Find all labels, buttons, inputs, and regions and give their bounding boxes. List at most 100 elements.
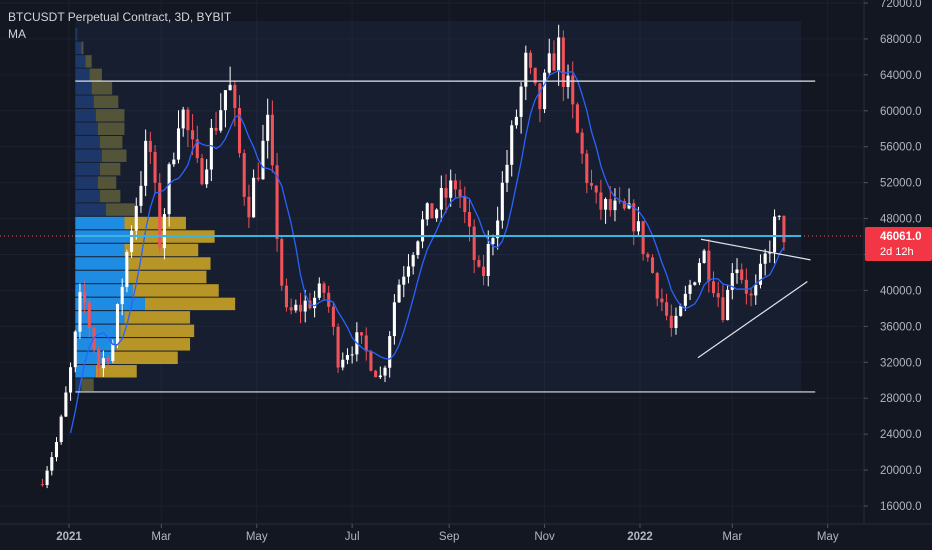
y-tick-label: 60000.0	[880, 106, 922, 118]
candle-body	[303, 300, 307, 312]
last-price-label-bg	[865, 226, 932, 261]
candle-body	[270, 114, 274, 166]
candle-body	[430, 203, 434, 219]
candle-body	[247, 196, 251, 218]
volume-profile-bar-up	[75, 243, 125, 257]
volume-profile-bar-up	[75, 55, 86, 68]
trendline-annotations[interactable]	[75, 80, 816, 393]
candle-body	[392, 302, 396, 337]
candle-body	[186, 109, 190, 131]
volume-profile-bar-up	[75, 95, 94, 109]
time-axis[interactable]: 2021 Mar May Jul Sep Nov 2022 Mar May	[56, 524, 839, 543]
indicator-label[interactable]: MA	[8, 27, 26, 41]
candle-body	[439, 188, 443, 210]
candle-body	[500, 182, 504, 221]
volume-profile-bar-down	[120, 324, 195, 338]
volume-profile-bar-up	[75, 338, 117, 351]
candle-body	[688, 284, 692, 294]
candle-body	[683, 293, 687, 306]
candle-body	[233, 84, 237, 109]
volume-profile-bar-up	[75, 351, 113, 365]
volume-profile-bar-down	[106, 203, 135, 216]
candle-body	[524, 52, 528, 87]
candle-body	[716, 293, 720, 298]
candle-body	[397, 284, 401, 303]
candle-body	[486, 243, 490, 276]
candle-body	[735, 269, 739, 274]
candle-body	[496, 220, 500, 239]
candle-body	[125, 252, 129, 288]
candle-body	[711, 281, 716, 294]
candle-body	[191, 130, 195, 140]
candle-body	[749, 293, 753, 296]
volume-profile-bar-up	[75, 203, 107, 216]
candle-body	[359, 332, 364, 336]
candle-body	[744, 279, 748, 294]
candle-body	[83, 292, 87, 303]
volume-profile-bar-down	[99, 189, 121, 203]
candle-body	[758, 263, 763, 285]
volume-profile-bar-up	[75, 378, 82, 391]
candle-body	[538, 83, 542, 110]
candle-body	[557, 37, 561, 71]
candle-body	[200, 158, 204, 185]
candle-body	[665, 302, 669, 316]
volume-profile-bar-up	[75, 28, 78, 41]
volume-profile-bar-up	[75, 41, 82, 55]
candle-body	[134, 205, 138, 231]
candle-body	[275, 165, 279, 240]
candle-body	[679, 305, 683, 316]
candle-body	[148, 140, 152, 152]
candle-body	[533, 67, 537, 84]
candle-body	[158, 182, 162, 249]
volume-profile-bar-down	[97, 122, 125, 135]
candle-body	[552, 53, 556, 71]
candle-body	[580, 132, 584, 154]
candle-body	[209, 127, 213, 170]
candle-body	[139, 185, 143, 206]
candle-body	[252, 177, 256, 218]
candle-body	[120, 287, 124, 305]
candle-body	[416, 241, 420, 256]
volume-profile-bar-up	[75, 311, 125, 324]
y-tick-label: 16000.0	[880, 501, 922, 513]
volume-profile-bar-up	[75, 149, 102, 162]
candle-body	[730, 273, 734, 290]
candle-body	[782, 215, 786, 243]
chart-title: BTCUSDT Perpetual Contract, 3D, BYBIT	[8, 10, 232, 24]
volume-profile-bar-down	[124, 311, 191, 324]
volume-profile-bar-down	[124, 243, 199, 257]
candle-body	[726, 289, 730, 321]
candle-body	[111, 344, 115, 362]
candle-body	[256, 177, 260, 180]
moving-average-line	[69, 69, 785, 434]
volume-profile-bar-down	[144, 297, 236, 311]
candle-body	[435, 209, 439, 219]
candle-body	[87, 302, 91, 329]
candle-body	[298, 304, 303, 312]
candle-body	[176, 128, 181, 160]
candle-body	[575, 104, 579, 133]
volume-profile-bar-up	[75, 68, 90, 82]
candle-body	[40, 484, 44, 486]
candle-body	[707, 250, 711, 282]
candle-body	[237, 108, 242, 154]
volume-profile-bar-up	[75, 297, 145, 311]
volume-profile-bar-down	[89, 68, 102, 82]
volume-profile-bar-down	[99, 135, 123, 149]
y-tick-label: 52000.0	[880, 178, 922, 190]
candle-body	[106, 358, 110, 362]
candle-body	[777, 215, 781, 217]
candle-body	[740, 269, 744, 280]
candle-body	[477, 260, 481, 267]
candle-body	[115, 304, 120, 345]
candle-body	[585, 153, 589, 184]
candle-body	[78, 292, 82, 332]
y-tick-label: 48000.0	[880, 214, 922, 226]
candle-body	[627, 203, 631, 209]
y-tick-label: 28000.0	[880, 393, 922, 405]
candle-body	[482, 266, 486, 276]
volume-profile-bar-up	[75, 176, 98, 189]
candle-body	[594, 185, 598, 193]
